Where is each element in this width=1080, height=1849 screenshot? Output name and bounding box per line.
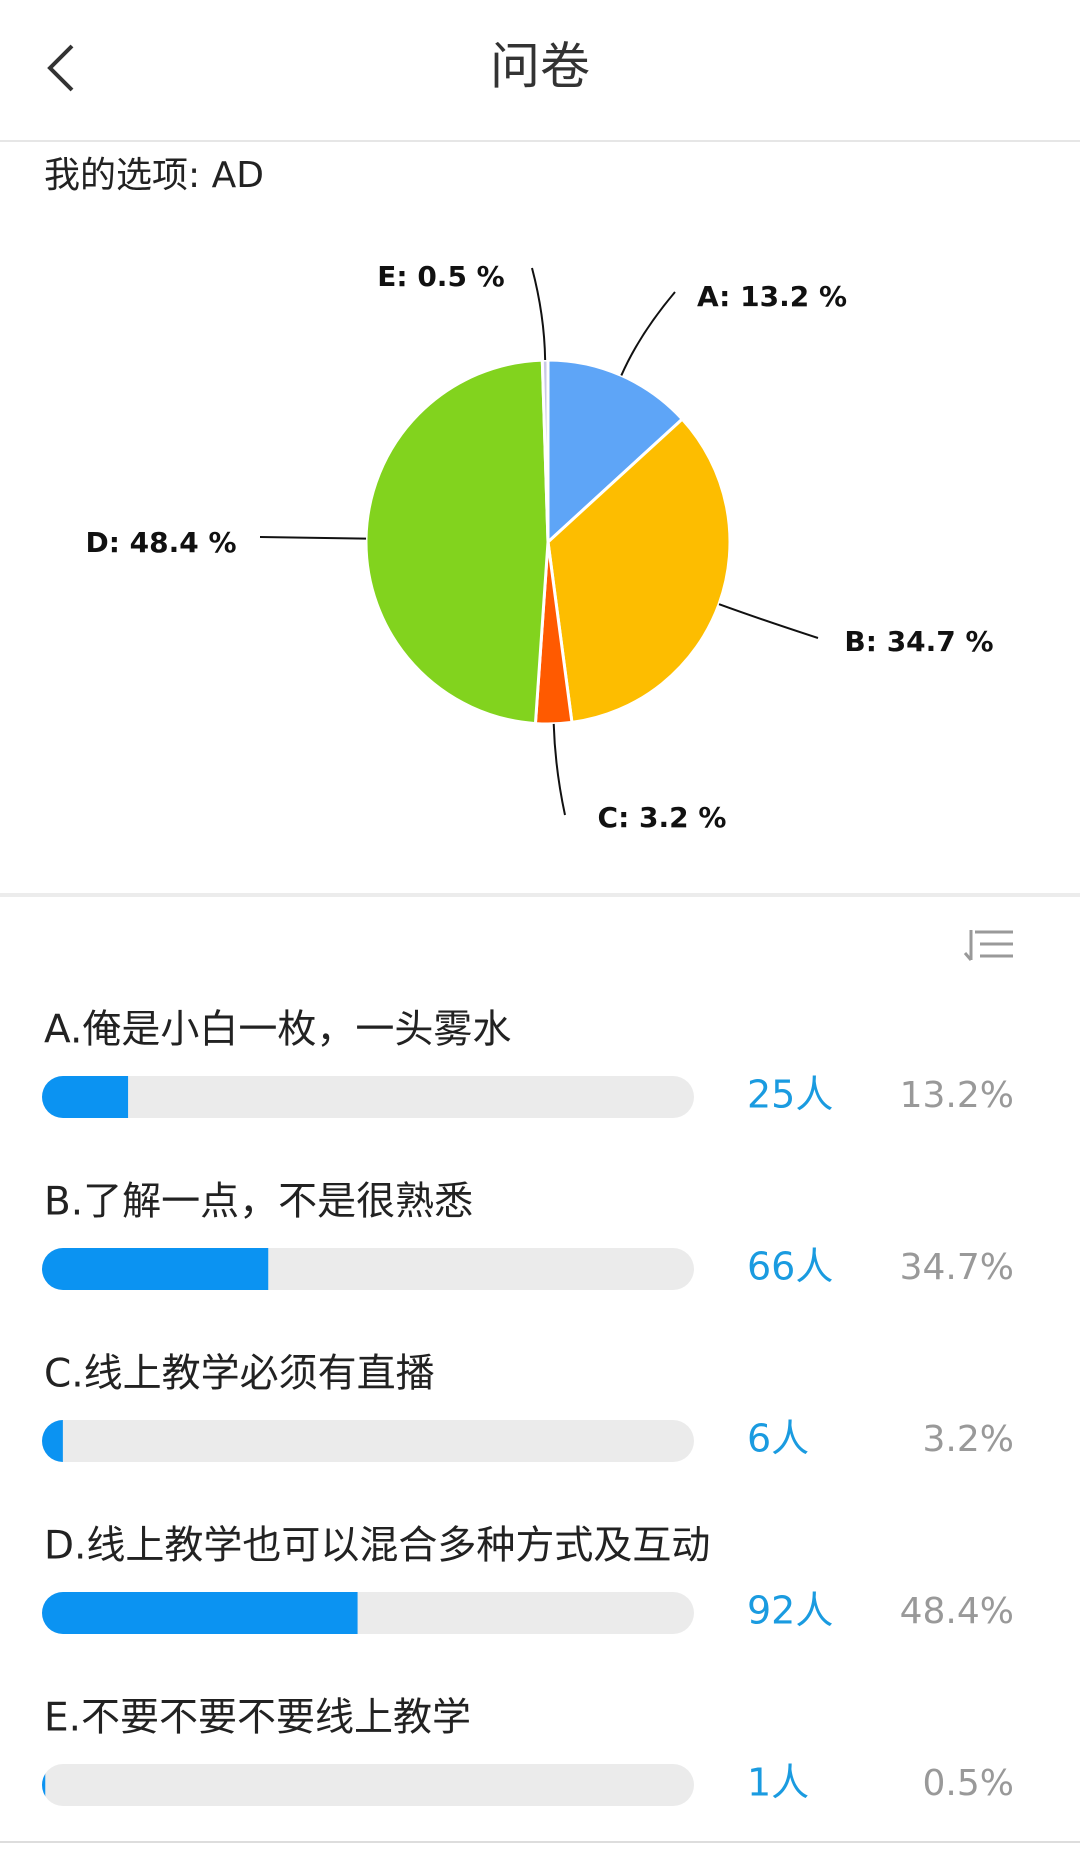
bar-track [42,1420,694,1462]
bar-track [42,1076,694,1118]
bar-fill [42,1420,63,1462]
option-count: 25人 [747,1073,833,1117]
option-count: 92人 [747,1589,833,1633]
option-label: A.俺是小白一枚，一头雾水 [44,1008,511,1053]
bar-fill [42,1592,358,1634]
leader-line [531,267,547,361]
option-label: B.了解一点，不是很熟悉 [44,1180,473,1225]
pie-label: D: 48.4 % [85,526,236,559]
leader-line [552,723,566,816]
pie-label: B: 34.7 % [844,625,993,658]
leader-line [718,603,819,639]
bar-fill [42,1764,46,1806]
bar-track [42,1764,694,1806]
pie-slice [540,358,550,543]
option-label: E.不要不要不要线上教学 [44,1696,471,1741]
option-count: 66人 [747,1245,833,1289]
option-percent: 3.2% [923,1419,1014,1460]
leader-line [259,536,367,540]
sort-icon[interactable] [963,930,1013,961]
option-count: 6人 [747,1417,809,1461]
option-percent: 48.4% [900,1591,1014,1632]
pie-label: C: 3.2 % [598,801,727,834]
pie-label: E: 0.5 % [377,260,504,293]
pie-label: A: 13.2 % [697,280,847,313]
back-button[interactable] [47,44,74,92]
option-percent: 34.7% [900,1247,1014,1288]
option-label: D.线上教学也可以混合多种方式及互动 [44,1524,710,1569]
pie-slice [364,358,550,726]
leader-line [620,291,676,376]
bar-fill [42,1076,129,1118]
option-count: 1人 [747,1761,809,1805]
option-label: C.线上教学必须有直播 [44,1352,435,1397]
option-percent: 13.2% [900,1075,1014,1116]
option-percent: 0.5% [923,1763,1014,1804]
page-title: 问卷 [490,38,590,96]
bar-fill [42,1248,269,1290]
my-choice: 我的选项: AD [44,155,264,196]
section-divider [0,893,1080,897]
